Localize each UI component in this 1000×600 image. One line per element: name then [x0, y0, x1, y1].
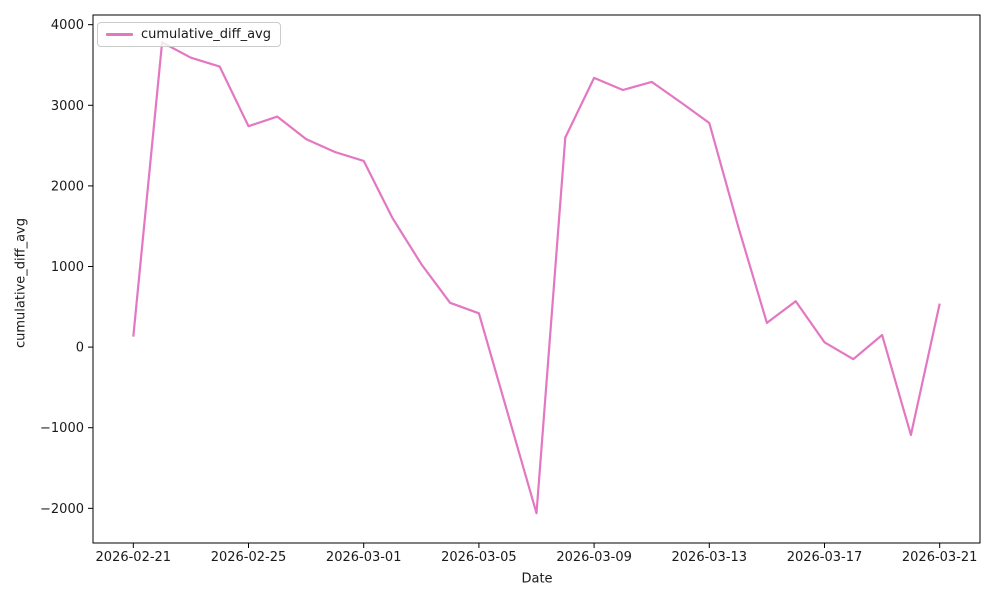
x-tick-label: 2026-03-09 [556, 550, 632, 565]
y-tick-label: 3000 [51, 99, 84, 114]
x-tick-label: 2026-02-25 [211, 550, 287, 565]
legend-label: cumulative_diff_avg [141, 27, 271, 42]
x-tick-label: 2026-03-13 [672, 550, 748, 565]
y-tick-label: 4000 [51, 18, 84, 33]
x-tick-label: 2026-03-17 [787, 550, 863, 565]
x-tick-label: 2026-03-01 [326, 550, 402, 565]
x-tick-label: 2026-03-21 [902, 550, 978, 565]
legend: cumulative_diff_avg [97, 22, 281, 47]
legend-line-sample [106, 33, 133, 36]
x-tick-label: 2026-03-05 [441, 550, 517, 565]
axes-frame [92, 14, 981, 544]
x-tick-label: 2026-02-21 [96, 550, 172, 565]
y-tick-label: 0 [76, 341, 84, 356]
x-axis-label: Date [521, 571, 553, 587]
y-tick-label: −1000 [40, 421, 84, 436]
y-tick-label: 2000 [51, 179, 84, 194]
y-tick-label: 1000 [51, 260, 84, 275]
y-axis-label: cumulative_diff_avg [13, 218, 29, 348]
y-tick-label: −2000 [40, 502, 84, 517]
data-line [132, 41, 941, 515]
